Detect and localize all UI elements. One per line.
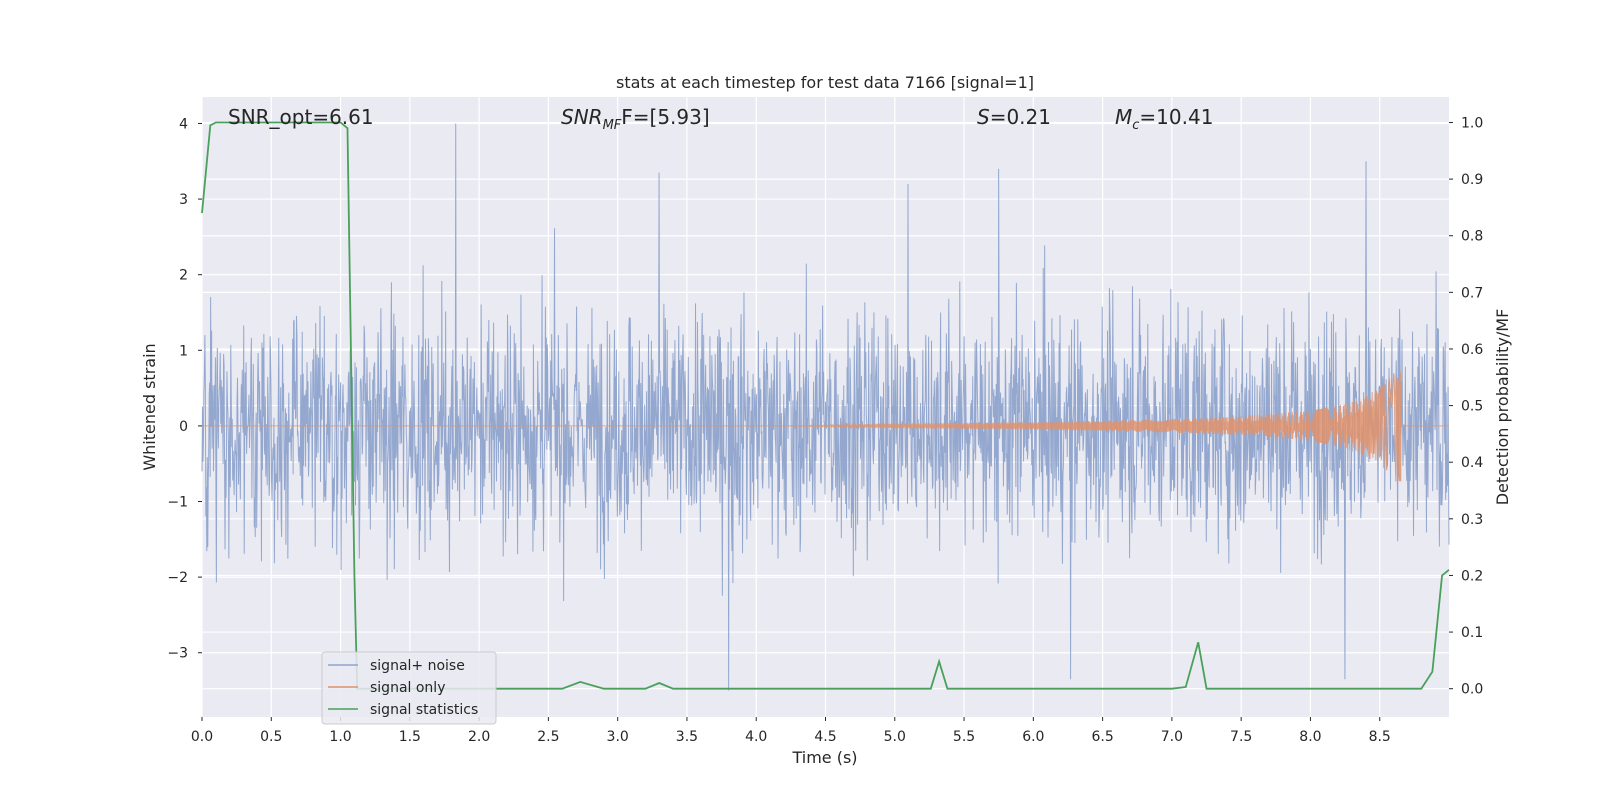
x-tick-label: 6.0 (1022, 729, 1044, 745)
y2-tick-label: 0.9 (1461, 172, 1483, 188)
x-ticks: 0.0 0.5 1.0 1.5 2.0 2.5 3.0 3.5 4.0 4.5 5.0 5.5 6.0 6… (191, 717, 1391, 745)
legend: signal+ noise signal only signal statist… (321, 651, 497, 725)
y2-tick-label: 0.6 (1461, 342, 1483, 358)
x-tick-label: 1.0 (329, 729, 351, 745)
s-symbol: S (977, 105, 990, 129)
y-tick-label: −1 (167, 495, 188, 511)
y-tick-label: 1 (179, 343, 188, 359)
x-tick-label: 5.0 (884, 729, 906, 745)
x-tick-label: 4.0 (745, 729, 767, 745)
snr-mf-sub: MF (603, 118, 622, 133)
snr-mf-value: F=[5.93] (621, 105, 709, 129)
x-tick-label: 8.5 (1369, 729, 1391, 745)
legend-label-signal-only: signal only (370, 680, 445, 696)
mc-value: =10.41 (1139, 105, 1213, 129)
legend-box (321, 651, 497, 725)
x-tick-label: 3.0 (607, 729, 629, 745)
y-tick-label: −2 (167, 570, 188, 586)
y2-ticks: 1.0 0.9 0.8 0.7 0.6 0.5 0.4 0.3 0.2 0.1 0.0 (1449, 115, 1483, 698)
x-tick-label: 2.0 (468, 729, 490, 745)
x-tick-label: 5.5 (953, 729, 975, 745)
y-ticks: 4 3 2 1 0 −1 −2 −3 (167, 116, 202, 662)
y-tick-label: 0 (179, 419, 188, 435)
x-tick-label: 1.5 (399, 729, 421, 745)
chart-title: stats at each timestep for test data 716… (616, 73, 1034, 92)
x-tick-label: 2.5 (537, 729, 559, 745)
y2-tick-label: 0.2 (1461, 568, 1483, 584)
signal-statistics-series (201, 121, 1450, 690)
mc-sub: c (1132, 118, 1139, 133)
s-annotation: S=0.21 (977, 105, 1051, 129)
y2-tick-label: 1.0 (1461, 115, 1483, 131)
legend-label-signal-noise: signal+ noise (370, 658, 465, 674)
mc-annotation: Mc=10.41 (1115, 105, 1213, 133)
y-axis-label: Whitened strain (140, 343, 159, 470)
x-tick-label: 7.5 (1230, 729, 1252, 745)
mc-base: M (1115, 105, 1132, 129)
y2-tick-label: 0.0 (1461, 682, 1483, 698)
y2-tick-label: 0.8 (1461, 229, 1483, 245)
x-tick-label: 0.0 (191, 729, 213, 745)
snr-mf-annotation: SNRMFF=[5.93] (561, 105, 710, 133)
x-tick-label: 3.5 (676, 729, 698, 745)
x-tick-label: 7.0 (1161, 729, 1183, 745)
x-tick-label: 6.5 (1091, 729, 1113, 745)
y2-tick-label: 0.4 (1461, 455, 1483, 471)
y2-axis-label: Detection probability/MF (1493, 309, 1512, 506)
signal-only-line (202, 364, 1449, 482)
y-tick-label: 3 (179, 192, 188, 208)
y-tick-label: 2 (179, 268, 188, 284)
y2-tick-label: 0.3 (1461, 512, 1483, 528)
signal-only-series (202, 364, 1449, 482)
x-tick-label: 0.5 (260, 729, 282, 745)
legend-label-signal-statistics: signal statistics (370, 702, 478, 718)
y2-tick-label: 0.7 (1461, 285, 1483, 301)
x-axis-label: Time (s) (791, 748, 857, 767)
x-tick-label: 4.5 (814, 729, 836, 745)
s-value: =0.21 (990, 105, 1051, 129)
signal-statistics-line (201, 121, 1450, 690)
y-tick-label: −3 (167, 646, 188, 662)
x-tick-label: 8.0 (1299, 729, 1321, 745)
y2-tick-label: 0.5 (1461, 399, 1483, 415)
y2-tick-label: 0.1 (1461, 625, 1483, 641)
snr-opt-annotation: SNR_opt=6.61 (228, 105, 374, 129)
y-tick-label: 4 (179, 116, 188, 132)
snr-mf-base: SNR (561, 105, 603, 129)
